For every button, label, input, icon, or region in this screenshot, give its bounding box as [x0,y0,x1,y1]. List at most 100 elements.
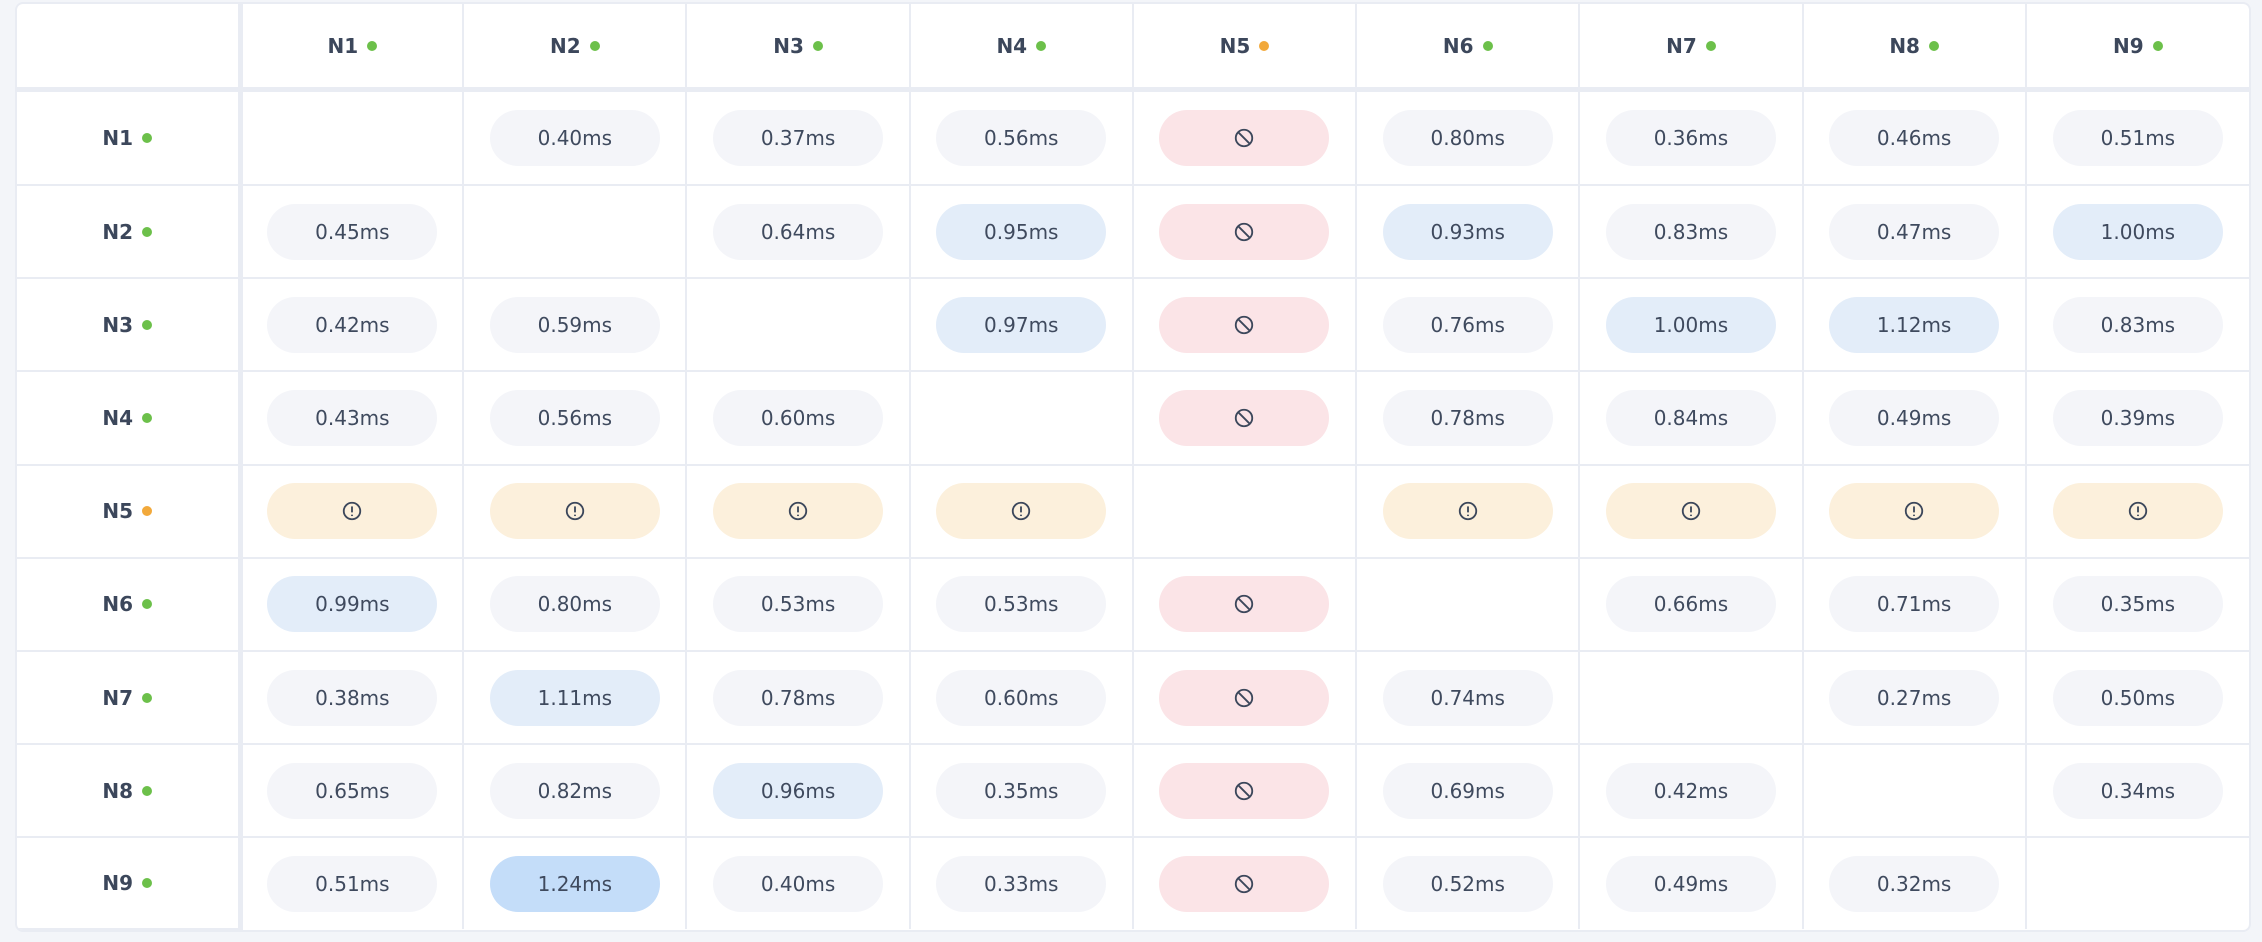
row-header-n5: N5 [17,463,243,559]
warning-pill[interactable] [1605,483,1776,540]
latency-pill[interactable]: 0.46ms [1829,110,2000,167]
latency-pill[interactable]: 0.76ms [1382,296,1553,353]
latency-cell: 0.49ms [1578,836,1804,929]
latency-pill[interactable]: 0.83ms [2052,296,2223,353]
latency-cell: 0.60ms [908,650,1134,746]
latency-pill[interactable]: 0.56ms [936,110,1107,167]
latency-pill[interactable]: 0.33ms [936,855,1107,912]
latency-pill[interactable]: 0.37ms [713,110,884,167]
warning-pill[interactable] [267,483,438,540]
latency-pill[interactable]: 0.32ms [1829,855,2000,912]
warning-pill[interactable] [713,483,884,540]
latency-pill[interactable]: 0.36ms [1605,110,1776,167]
latency-pill[interactable]: 0.35ms [936,762,1107,819]
latency-pill[interactable]: 0.38ms [267,669,438,726]
blocked-pill[interactable] [1159,576,1330,633]
node-label: N6 [102,592,134,617]
warning-pill[interactable] [1382,483,1553,540]
latency-cell: 0.96ms [685,743,911,839]
latency-cell: 0.27ms [1801,650,2027,746]
latency-cell: 0.80ms [1355,88,1581,187]
latency-pill[interactable]: 0.96ms [713,762,884,819]
latency-pill[interactable]: 0.45ms [267,203,438,260]
latency-pill[interactable]: 0.34ms [2052,762,2223,819]
latency-pill[interactable]: 0.43ms [267,390,438,447]
latency-pill[interactable]: 0.56ms [489,390,660,447]
table-row: N7 0.38ms 1.11ms 0.78ms 0.60ms 0.74ms 0.27ms 0.… [17,650,2249,746]
latency-pill[interactable]: 0.71ms [1829,576,2000,633]
blocked-pill[interactable] [1159,203,1330,260]
latency-pill[interactable]: 0.35ms [2052,576,2223,633]
blocked-pill[interactable] [1159,669,1330,726]
latency-cell [1131,743,1358,839]
latency-pill[interactable]: 0.83ms [1605,203,1776,260]
latency-pill[interactable]: 0.69ms [1382,762,1553,819]
latency-pill[interactable]: 0.47ms [1829,203,2000,260]
latency-pill[interactable]: 0.99ms [267,576,438,633]
no-entry-icon [1233,873,1255,895]
latency-pill[interactable]: 0.65ms [267,762,438,819]
latency-pill[interactable]: 0.64ms [713,203,884,260]
table-row: N1 0.40ms 0.37ms 0.56ms 0.80ms 0.36ms 0.46ms 0.… [17,88,2249,187]
latency-pill[interactable]: 0.59ms [489,296,660,353]
latency-pill[interactable]: 0.52ms [1382,855,1553,912]
corner-cell [17,4,243,92]
status-dot-online [142,413,153,424]
latency-pill[interactable]: 0.51ms [2052,110,2223,167]
latency-pill[interactable]: 0.60ms [936,669,1107,726]
latency-cell: 0.69ms [1355,743,1581,839]
latency-pill[interactable]: 0.42ms [1605,762,1776,819]
latency-cell [1355,463,1581,559]
latency-pill[interactable]: 0.60ms [713,390,884,447]
latency-pill[interactable]: 0.53ms [713,576,884,633]
blocked-pill[interactable] [1159,110,1330,167]
latency-pill[interactable]: 0.84ms [1605,390,1776,447]
latency-pill[interactable]: 0.82ms [489,762,660,819]
latency-pill[interactable]: 0.27ms [1829,669,2000,726]
latency-pill[interactable]: 0.49ms [1829,390,2000,447]
blocked-pill[interactable] [1159,762,1330,819]
blocked-pill[interactable] [1159,390,1330,447]
latency-pill[interactable]: 0.51ms [267,855,438,912]
blocked-pill[interactable] [1159,855,1330,912]
latency-pill[interactable]: 1.24ms [489,855,660,912]
latency-cell: 0.99ms [238,556,465,653]
latency-cell [1578,463,1804,559]
latency-pill[interactable]: 1.00ms [1605,296,1776,353]
latency-pill[interactable]: 0.42ms [267,296,438,353]
latency-pill[interactable]: 0.80ms [1382,110,1553,167]
latency-cell: 1.12ms [1801,277,2027,373]
warning-pill[interactable] [1829,483,2000,540]
latency-pill[interactable]: 0.74ms [1382,669,1553,726]
latency-pill[interactable]: 0.66ms [1605,576,1776,633]
latency-pill[interactable]: 0.93ms [1382,203,1553,260]
warning-pill[interactable] [2052,483,2223,540]
node-label: N2 [102,219,134,244]
column-header-n6: N6 [1355,4,1581,92]
latency-pill[interactable]: 0.53ms [936,576,1107,633]
latency-pill[interactable]: 0.49ms [1605,855,1776,912]
table-row: N8 0.65ms 0.82ms 0.96ms 0.35ms 0.69ms 0.42ms 0.… [17,743,2249,839]
warning-pill[interactable] [489,483,660,540]
self-cell [1578,650,1804,746]
blocked-pill[interactable] [1159,296,1330,353]
latency-pill[interactable]: 0.39ms [2052,390,2223,447]
latency-pill[interactable]: 0.40ms [713,855,884,912]
latency-pill[interactable]: 0.78ms [1382,390,1553,447]
latency-cell: 0.42ms [238,277,465,373]
latency-pill[interactable]: 0.40ms [489,110,660,167]
latency-pill[interactable]: 0.50ms [2052,669,2223,726]
latency-pill[interactable]: 0.95ms [936,203,1107,260]
latency-pill[interactable]: 0.80ms [489,576,660,633]
latency-pill[interactable]: 1.12ms [1829,296,2000,353]
latency-pill[interactable]: 1.11ms [489,669,660,726]
warning-pill[interactable] [936,483,1107,540]
latency-pill[interactable]: 0.78ms [713,669,884,726]
latency-matrix-card: N1 N2 N3 N4 N5 N6 N7 N8 N9 N1 0.40ms 0.37ms 0.56ms 0… [15,2,2251,932]
self-cell [1801,743,2027,839]
no-entry-icon [1233,687,1255,709]
row-header-n2: N2 [17,184,243,280]
latency-pill[interactable]: 1.00ms [2052,203,2223,260]
latency-pill[interactable]: 0.97ms [936,296,1107,353]
no-entry-icon [1233,593,1255,615]
